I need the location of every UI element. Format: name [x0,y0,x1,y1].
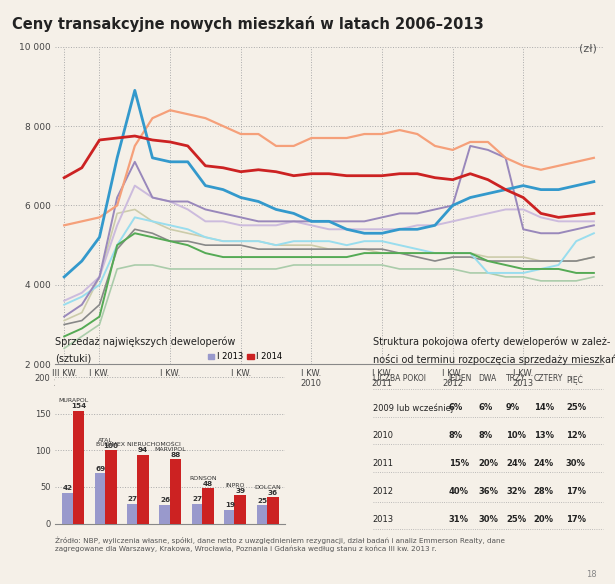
Text: 2009 lub wcześniej: 2009 lub wcześniej [373,404,453,413]
Text: JEDEN: JEDEN [448,374,472,383]
Bar [170,459,181,524]
Text: 13%: 13% [534,432,554,440]
Text: 36: 36 [268,490,278,496]
Bar [127,504,138,524]
Text: 26: 26 [160,497,170,503]
Bar [137,455,149,524]
Bar [267,497,279,524]
Bar [105,450,117,524]
Text: 20%: 20% [478,459,499,468]
Text: Struktura pokojowa oferty deweloperów w zależ-: Struktura pokojowa oferty deweloperów w … [373,336,610,346]
Text: 10%: 10% [506,432,526,440]
Text: 17%: 17% [566,515,586,524]
Bar [73,411,84,524]
Text: (sztuki): (sztuki) [55,354,92,364]
Text: 25%: 25% [506,515,526,524]
Text: 8%: 8% [478,432,493,440]
Text: 25%: 25% [566,404,586,412]
Text: 40%: 40% [448,487,469,496]
Bar [192,504,204,524]
Text: 24%: 24% [506,459,526,468]
Text: INPRO: INPRO [225,483,245,488]
Bar [159,505,171,524]
Text: 6%: 6% [448,404,463,412]
Text: 18: 18 [586,570,597,579]
Text: PIĘĆ: PIĘĆ [566,374,583,385]
Text: 14%: 14% [534,404,554,412]
Text: 100: 100 [103,443,118,449]
Text: 30%: 30% [478,515,498,524]
Text: DWA: DWA [478,374,497,383]
Text: 6%: 6% [478,404,493,412]
Text: TRZY: TRZY [506,374,526,383]
Text: 15%: 15% [448,459,469,468]
Text: 36%: 36% [478,487,499,496]
Text: 2013: 2013 [373,515,394,524]
Text: 2010: 2010 [373,432,394,440]
Text: 9%: 9% [506,404,520,412]
Text: 19: 19 [225,502,235,508]
Text: 32%: 32% [506,487,526,496]
Text: MURAPOL: MURAPOL [58,398,89,404]
Text: 27: 27 [128,496,138,502]
Text: CZTERY: CZTERY [534,374,563,383]
Text: 20%: 20% [534,515,554,524]
Text: MARVIPOL: MARVIPOL [154,447,186,452]
Text: 154: 154 [71,404,86,409]
Bar [234,495,246,524]
Text: (zł): (zł) [579,44,597,54]
Text: 48: 48 [203,481,213,487]
Text: Źródło: NBP, wyliczenia własne, spółki, dane netto z uwzględnieniem rezygnacji, : Źródło: NBP, wyliczenia własne, spółki, … [55,537,506,551]
Text: 2011: 2011 [373,459,394,468]
Text: 39: 39 [236,488,245,493]
Text: 30%: 30% [566,459,585,468]
Text: LICZBA POKOI: LICZBA POKOI [373,374,426,383]
Text: 94: 94 [138,447,148,453]
Text: Ceny transakcyjne nowych mieszkań w latach 2006–2013: Ceny transakcyjne nowych mieszkań w lata… [12,16,484,32]
Text: 27: 27 [192,496,202,502]
Bar [62,493,74,524]
Bar [95,473,106,524]
Bar [202,488,214,524]
Text: Sprzedaż największych deweloperów: Sprzedaż największych deweloperów [55,336,236,346]
Text: 17%: 17% [566,487,586,496]
Text: ATAL: ATAL [98,438,113,443]
Text: 25: 25 [257,498,268,504]
Bar [256,505,268,524]
Text: 24%: 24% [534,459,554,468]
Text: ności od terminu rozpoczęcia sprzedaży mieszkań: ności od terminu rozpoczęcia sprzedaży m… [373,354,615,364]
Legend: I 2013, I 2014: I 2013, I 2014 [204,349,286,364]
Bar [224,510,236,524]
Text: 42: 42 [63,485,73,491]
Text: 31%: 31% [448,515,469,524]
Text: 28%: 28% [534,487,554,496]
Text: BUDIMEX NIERUCHOMOŚCI: BUDIMEX NIERUCHOMOŚCI [95,443,180,447]
Text: 69: 69 [95,465,106,472]
Text: 2012: 2012 [373,487,394,496]
Text: DOLCAN: DOLCAN [254,485,281,490]
Text: RONSON: RONSON [189,476,216,481]
Text: 88: 88 [170,451,181,458]
Text: 12%: 12% [566,432,586,440]
Text: 8%: 8% [448,432,462,440]
